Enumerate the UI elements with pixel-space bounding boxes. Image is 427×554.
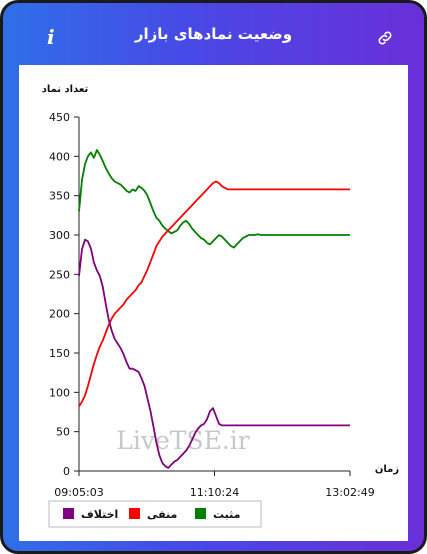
series-line bbox=[78, 180, 350, 407]
y-tick-label: 400 bbox=[49, 150, 70, 163]
x-tick-label: 11:10:24 bbox=[190, 486, 239, 499]
x-tick-label: 09:05:03 bbox=[54, 486, 103, 499]
link-icon[interactable] bbox=[376, 29, 394, 47]
chart-panel: LiveTSE.ir 0 50 100 150 200 250 300 350 400 450 ت… bbox=[19, 65, 408, 541]
legend-swatch bbox=[129, 508, 140, 519]
y-tick-label: 300 bbox=[49, 229, 70, 242]
legend-label: اختلاف bbox=[81, 508, 118, 521]
page-title: وضعیت نمادهای بازار bbox=[134, 25, 293, 43]
series-line bbox=[78, 149, 350, 249]
y-tick-label: 100 bbox=[49, 386, 70, 399]
x-axis-title: زمان bbox=[375, 464, 399, 475]
x-tick-label: 13:02:49 bbox=[325, 486, 374, 499]
legend-swatch bbox=[63, 508, 74, 519]
y-axis-title: تعداد نماد bbox=[42, 84, 89, 95]
series-line bbox=[78, 238, 350, 469]
y-tick-label: 200 bbox=[49, 308, 70, 321]
legend-label: منفی bbox=[147, 508, 177, 521]
y-tick-label: 50 bbox=[56, 426, 70, 439]
y-tick-label: 150 bbox=[49, 347, 70, 360]
legend-label: مثبت bbox=[213, 508, 240, 521]
y-axis-ticks: 0 50 100 150 200 250 300 350 400 450 bbox=[49, 111, 79, 478]
series-lines bbox=[78, 149, 350, 469]
y-tick-label: 350 bbox=[49, 190, 70, 203]
info-icon[interactable]: i bbox=[47, 25, 55, 49]
y-tick-label: 0 bbox=[63, 465, 70, 478]
x-axis-ticks: 09:05:03 11:10:24 13:02:49 bbox=[54, 471, 375, 499]
legend-swatch bbox=[195, 508, 206, 519]
chart: LiveTSE.ir 0 50 100 150 200 250 300 350 400 450 ت… bbox=[42, 84, 399, 528]
watermark: LiveTSE.ir bbox=[116, 426, 250, 455]
y-tick-label: 250 bbox=[49, 268, 70, 281]
y-tick-label: 450 bbox=[49, 111, 70, 124]
legend: اختلاف منفی مثبت bbox=[48, 500, 262, 528]
title-bar: i وضعیت نمادهای بازار bbox=[3, 3, 424, 65]
